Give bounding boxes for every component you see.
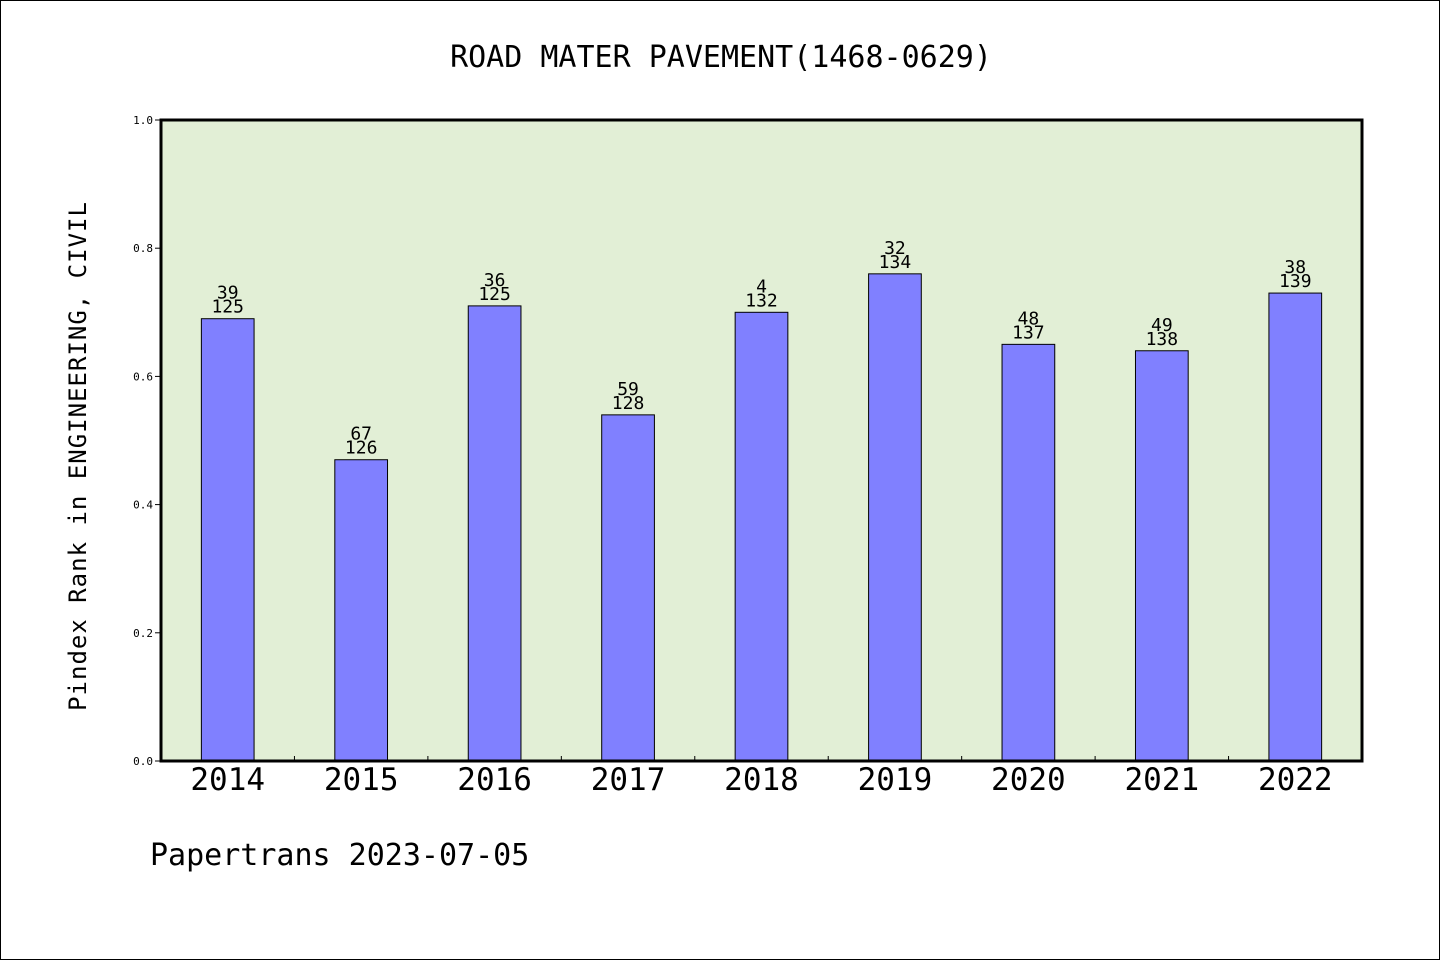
bar-2021 [1134,350,1189,762]
bar-total-label: 139 [1279,271,1312,292]
y-tick-label: 0.2 [133,627,153,640]
bar-total-label: 128 [612,393,645,414]
bar-rank-label: 59 [617,379,639,400]
x-tick-label: 2019 [858,762,933,798]
footer-text: Papertrans 2023-07-05 [150,838,529,873]
bar-total-label: 125 [211,297,244,318]
x-tick-label: 2016 [457,762,532,798]
plot-border [159,118,1364,763]
bar-total-label: 125 [478,284,511,305]
bar-rank-label: 67 [350,424,372,445]
bar-rank-label: 36 [484,270,506,291]
bar-rank-label: 49 [1151,315,1173,336]
y-tick-label: 0.4 [133,499,153,512]
y-tick-label: 1.0 [133,114,153,127]
x-tick-label: 2015 [324,762,399,798]
bar-total-label: 132 [745,290,778,311]
bar-total-label: 134 [879,252,912,273]
bar-2022 [1268,292,1323,762]
bar-2016 [467,305,522,762]
y-axis-label: Pindex Rank in ENGINEERING, CIVIL [64,201,92,711]
x-tick-label: 2020 [991,762,1066,798]
bar-2015 [334,459,389,762]
bar-rank-label: 48 [1018,308,1040,329]
bar-2014 [200,318,255,762]
y-tick-label: 0.6 [133,370,153,383]
bar-2020 [1001,343,1056,762]
x-tick-label: 2017 [591,762,666,798]
x-tick-label: 2022 [1258,762,1333,798]
bar-total-label: 137 [1012,322,1045,343]
x-tick-label: 2018 [724,762,799,798]
bar-rank-label: 38 [1284,257,1306,278]
y-tick-label: 0.0 [133,755,153,768]
chart-marks: 0.00.20.40.60.81.03912520146712620153612… [133,114,1332,798]
bar-2019 [868,273,922,762]
x-tick-label: 2014 [190,762,265,798]
x-tick-label: 2021 [1125,762,1200,798]
bar-rank-label: 4 [756,276,767,297]
bar-2018 [734,311,789,762]
bar-total-label: 138 [1146,329,1179,350]
chart-title: ROAD MATER PAVEMENT(1468-0629) [450,40,992,75]
y-tick-label: 0.8 [133,242,153,255]
bar-2017 [601,414,655,762]
bar-rank-label: 32 [884,238,906,259]
bar-total-label: 126 [345,438,378,459]
bar-rank-label: 39 [217,283,239,304]
